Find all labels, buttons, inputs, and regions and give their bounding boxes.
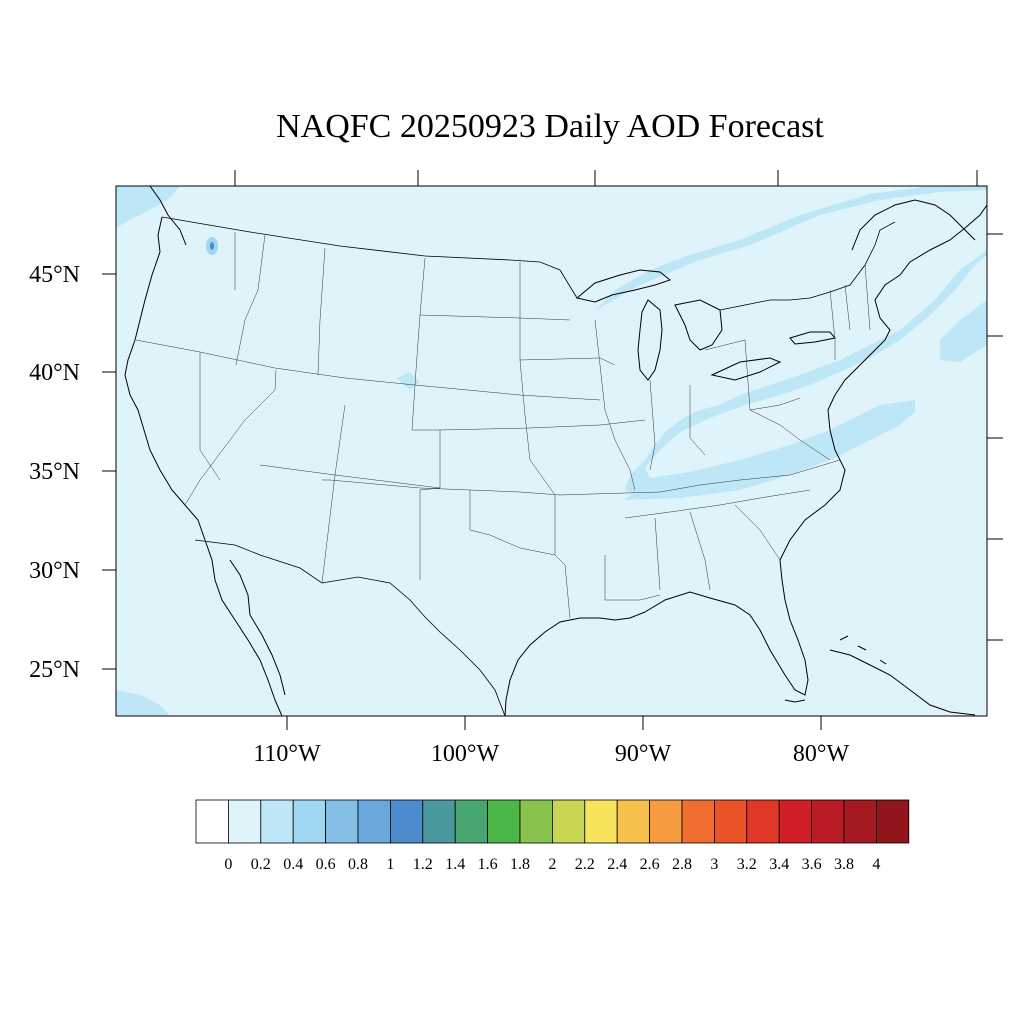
colorbar-swatch-18 <box>778 799 813 844</box>
lat-labels: 45°N 40°N 35°N 30°N 25°N <box>29 262 80 683</box>
colorbar-swatch-19 <box>811 799 845 844</box>
cuba <box>829 649 976 716</box>
aod-hotspot-washington-core <box>210 242 214 250</box>
aod-plume-layer <box>116 186 987 716</box>
lat-label-45: 45°N <box>29 262 80 288</box>
colorbar-tick-label: 3.6 <box>802 856 822 873</box>
mexico-gulf-coast <box>504 611 646 717</box>
colorbar-tick-label: 0 <box>224 856 232 873</box>
lon-label-90: 90°W <box>615 741 672 767</box>
colorbar-swatch-21 <box>876 799 910 844</box>
baja-inner <box>229 559 286 696</box>
colorbar-tick-label: 1.6 <box>478 856 498 873</box>
canada-coast-northwest <box>149 185 187 246</box>
colorbar-swatch-4 <box>325 799 359 844</box>
colorbar-tick-label: 3.4 <box>769 856 789 873</box>
state-borders <box>135 232 871 619</box>
colorbar-tick-label: 3.8 <box>834 856 854 873</box>
colorbar-tick-label: 0.2 <box>251 856 271 873</box>
colorbar-swatch-2 <box>260 799 294 844</box>
west-coast <box>124 216 206 541</box>
colorbar-swatch-9 <box>487 799 521 844</box>
colorbar-tick-label: 0.8 <box>348 856 368 873</box>
colorbar-swatch-14 <box>649 799 683 844</box>
gulf-coast-east <box>644 591 809 696</box>
colorbar-tick-label: 2.8 <box>672 856 692 873</box>
colorbar-tick-label: 2.2 <box>575 856 595 873</box>
lat-label-40: 40°N <box>29 360 80 386</box>
colorbar-swatch-17 <box>746 799 780 844</box>
us-canada-border <box>161 216 578 299</box>
colorbar-tick-label: 0.6 <box>316 856 336 873</box>
map-background <box>116 186 987 716</box>
colorbar-tick-label: 0.4 <box>283 856 303 873</box>
lon-labels: 110°W 100°W 90°W 80°W <box>253 741 849 767</box>
colorbar-tick-label: 2.4 <box>607 856 627 873</box>
colorbar-tick-label: 4 <box>872 856 880 873</box>
colorbar-tick-label: 1.2 <box>413 856 433 873</box>
lon-label-100: 100°W <box>431 741 500 767</box>
colorbar-swatch-7 <box>422 799 456 844</box>
lat-label-30: 30°N <box>29 558 80 584</box>
map-title: NAQFC 20250923 Daily AOD Forecast <box>276 108 824 145</box>
canada-coast-northeast <box>851 199 976 251</box>
lon-label-110: 110°W <box>253 741 321 767</box>
colorbar-swatch-8 <box>454 799 489 844</box>
colorbar-tick-label: 1 <box>386 856 394 873</box>
lon-label-80: 80°W <box>793 741 850 767</box>
aod-plume-southeast <box>625 400 915 500</box>
us-mexico-border <box>194 539 506 717</box>
aod-plume-southwest <box>116 690 170 716</box>
colorbar-tick-label: 2 <box>548 856 556 873</box>
colorbar: 0 0.2 0.4 0.6 0.8 1 1.2 1.4 1.6 1.8 2 2.2 2.4 2.6 2.8 3… <box>195 799 910 873</box>
colorbar-swatch-13 <box>616 799 651 844</box>
colorbar-swatch-10 <box>519 799 553 844</box>
colorbar-tick-label: 2.6 <box>640 856 660 873</box>
aod-hotspot-layer <box>206 237 218 255</box>
lat-label-25: 25°N <box>29 657 80 683</box>
great-lakes-michigan <box>637 299 663 381</box>
baja-coast <box>204 539 283 717</box>
colorbar-swatch-20 <box>843 799 877 844</box>
colorbar-swatch-12 <box>584 799 618 844</box>
map-frame <box>115 185 988 717</box>
lat-label-35: 35°N <box>29 459 80 485</box>
atlantic-coast <box>779 204 988 601</box>
great-lakes-superior <box>575 269 672 303</box>
colorbar-swatch-0 <box>195 799 229 844</box>
colorbar-swatch-16 <box>714 799 748 844</box>
colorbar-swatch-5 <box>357 799 391 844</box>
colorbar-swatch-11 <box>552 799 586 844</box>
colorbar-swatch-1 <box>227 799 262 844</box>
great-lakes-huron <box>674 299 723 351</box>
bahamas <box>839 635 887 665</box>
florida-keys <box>784 699 806 703</box>
aod-plume-northwest <box>116 186 180 228</box>
axis-ticks <box>102 170 1003 730</box>
colorbar-swatch-3 <box>292 799 327 844</box>
colorbar-tick-label: 3.2 <box>737 856 757 873</box>
colorbar-tick-label: 1.4 <box>445 856 465 873</box>
coastlines <box>124 185 988 717</box>
aod-plume-plains <box>396 372 420 390</box>
colorbar-tick-label: 1.8 <box>510 856 530 873</box>
colorbar-swatch-15 <box>681 799 715 844</box>
colorbar-swatch-6 <box>389 799 424 844</box>
colorbar-tick-label: 3 <box>710 856 718 873</box>
great-lakes-erie <box>710 357 782 381</box>
